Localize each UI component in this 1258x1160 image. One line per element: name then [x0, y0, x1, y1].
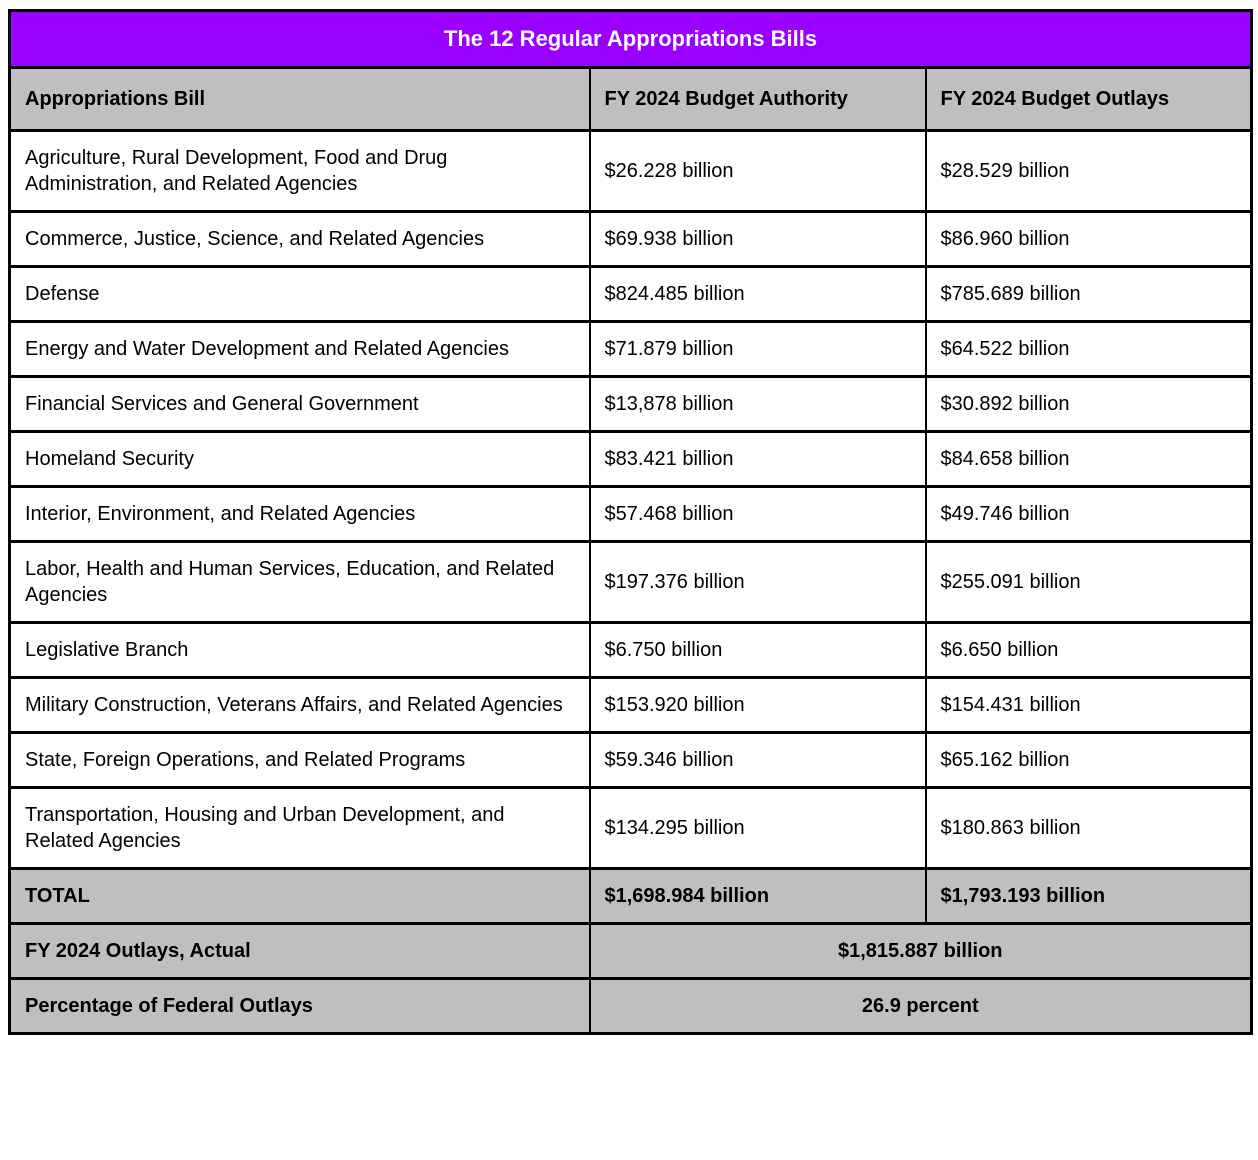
- budget-outlays: $64.522 billion: [924, 320, 1253, 378]
- table-row: Commerce, Justice, Science, and Related …: [8, 210, 1253, 268]
- column-header-row: Appropriations Bill FY 2024 Budget Autho…: [8, 66, 1253, 132]
- table-row: Legislative Branch $6.750 billion $6.650…: [8, 621, 1253, 679]
- budget-authority: $57.468 billion: [588, 485, 927, 543]
- table-row: Energy and Water Development and Related…: [8, 320, 1253, 378]
- budget-authority: $83.421 billion: [588, 430, 927, 488]
- budget-authority: $26.228 billion: [588, 129, 927, 213]
- bill-name: Interior, Environment, and Related Agenc…: [8, 485, 591, 543]
- budget-authority: $71.879 billion: [588, 320, 927, 378]
- budget-authority: $824.485 billion: [588, 265, 927, 323]
- bill-name: Defense: [8, 265, 591, 323]
- percentage-value: 26.9 percent: [588, 977, 1253, 1035]
- bill-name: Military Construction, Veterans Affairs,…: [8, 676, 591, 734]
- bill-name: Labor, Health and Human Services, Educat…: [8, 540, 591, 624]
- table-row: Transportation, Housing and Urban Develo…: [8, 786, 1253, 870]
- budget-authority: $6.750 billion: [588, 621, 927, 679]
- total-label: TOTAL: [8, 867, 591, 925]
- table-title: The 12 Regular Appropriations Bills: [8, 9, 1253, 69]
- appropriations-table: The 12 Regular Appropriations Bills Appr…: [8, 9, 1254, 1035]
- budget-authority: $134.295 billion: [588, 786, 927, 870]
- column-header-authority: FY 2024 Budget Authority: [588, 66, 927, 132]
- table-row: Defense $824.485 billion $785.689 billio…: [8, 265, 1253, 323]
- table-row: Financial Services and General Governmen…: [8, 375, 1253, 433]
- bill-name: Energy and Water Development and Related…: [8, 320, 591, 378]
- budget-outlays: $255.091 billion: [924, 540, 1253, 624]
- budget-outlays: $785.689 billion: [924, 265, 1253, 323]
- percentage-row: Percentage of Federal Outlays 26.9 perce…: [8, 977, 1253, 1035]
- bill-name: Legislative Branch: [8, 621, 591, 679]
- budget-outlays: $49.746 billion: [924, 485, 1253, 543]
- bill-name: Agriculture, Rural Development, Food and…: [8, 129, 591, 213]
- budget-authority: $69.938 billion: [588, 210, 927, 268]
- budget-outlays: $30.892 billion: [924, 375, 1253, 433]
- budget-outlays: $84.658 billion: [924, 430, 1253, 488]
- table-row: State, Foreign Operations, and Related P…: [8, 731, 1253, 789]
- total-authority: $1,698.984 billion: [588, 867, 927, 925]
- total-outlays: $1,793.193 billion: [924, 867, 1253, 925]
- table-title-row: The 12 Regular Appropriations Bills: [8, 9, 1253, 69]
- budget-outlays: $65.162 billion: [924, 731, 1253, 789]
- actual-outlays-value: $1,815.887 billion: [588, 922, 1253, 980]
- column-header-bill: Appropriations Bill: [8, 66, 591, 132]
- budget-outlays: $180.863 billion: [924, 786, 1253, 870]
- actual-outlays-label: FY 2024 Outlays, Actual: [8, 922, 591, 980]
- budget-authority: $59.346 billion: [588, 731, 927, 789]
- table-row: Homeland Security $83.421 billion $84.65…: [8, 430, 1253, 488]
- percentage-label: Percentage of Federal Outlays: [8, 977, 591, 1035]
- bill-name: Transportation, Housing and Urban Develo…: [8, 786, 591, 870]
- bill-name: Commerce, Justice, Science, and Related …: [8, 210, 591, 268]
- table-row: Labor, Health and Human Services, Educat…: [8, 540, 1253, 624]
- budget-outlays: $86.960 billion: [924, 210, 1253, 268]
- budget-authority: $153.920 billion: [588, 676, 927, 734]
- budget-authority: $13,878 billion: [588, 375, 927, 433]
- bill-name: Homeland Security: [8, 430, 591, 488]
- table-row: Agriculture, Rural Development, Food and…: [8, 129, 1253, 213]
- total-row: TOTAL $1,698.984 billion $1,793.193 bill…: [8, 867, 1253, 925]
- budget-outlays: $154.431 billion: [924, 676, 1253, 734]
- table-row: Military Construction, Veterans Affairs,…: [8, 676, 1253, 734]
- budget-outlays: $28.529 billion: [924, 129, 1253, 213]
- bill-name: State, Foreign Operations, and Related P…: [8, 731, 591, 789]
- actual-outlays-row: FY 2024 Outlays, Actual $1,815.887 billi…: [8, 922, 1253, 980]
- column-header-outlays: FY 2024 Budget Outlays: [924, 66, 1253, 132]
- budget-authority: $197.376 billion: [588, 540, 927, 624]
- bill-name: Financial Services and General Governmen…: [8, 375, 591, 433]
- table-row: Interior, Environment, and Related Agenc…: [8, 485, 1253, 543]
- budget-outlays: $6.650 billion: [924, 621, 1253, 679]
